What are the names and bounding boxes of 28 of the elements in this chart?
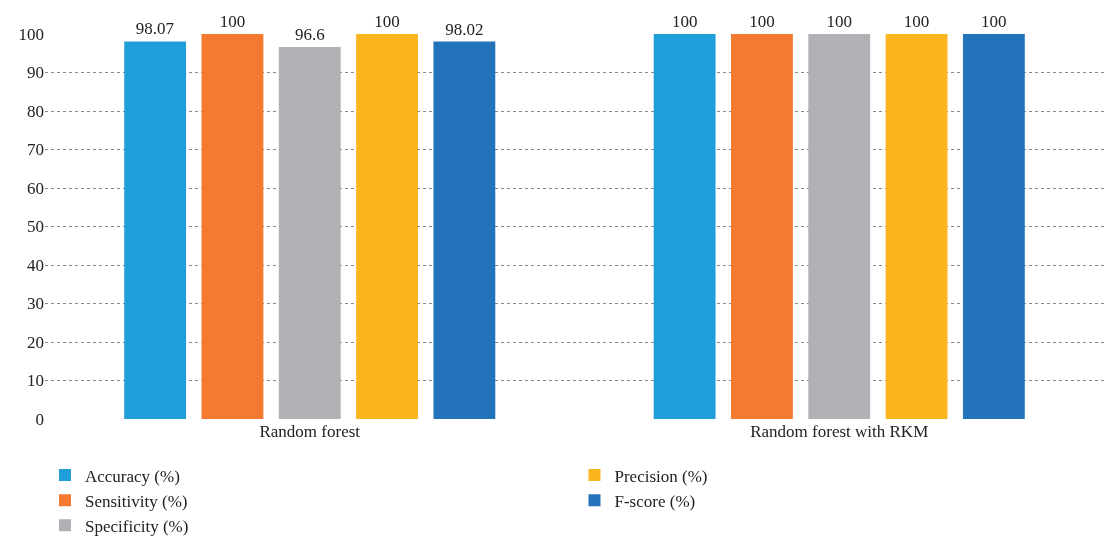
legend-label: F-score (%) [614,491,696,511]
data-label: 100 [826,12,852,31]
data-label: 96.6 [294,25,325,45]
y-tick-label: 30 [27,294,44,314]
legend-label: Accuracy (%) [85,466,180,486]
data-label: 98.02 [445,19,484,39]
y-tick-label: 100 [18,24,44,44]
y-tick-label: 50 [27,217,44,237]
data-label: 100 [219,12,246,31]
y-tick-label: 20 [27,332,44,352]
y-tick-label: 90 [27,63,44,83]
data-label: 100 [903,12,930,31]
legend-label: Precision (%) [614,466,708,486]
x-tick-label: Random forest with RKM [750,422,929,441]
y-tick-label: 70 [27,140,44,160]
data-label: 100 [671,12,698,31]
data-label: 100 [981,12,1007,31]
data-label: 100 [374,12,400,31]
y-tick-label: 10 [27,371,44,391]
legend-label: Specificity (%) [85,516,189,536]
y-tick-label: 60 [27,178,44,198]
y-tick-label: 0 [35,409,44,429]
data-label: 98.07 [135,19,175,39]
y-tick-label: 40 [27,255,44,275]
legend-label: Sensitivity (%) [85,491,188,511]
y-tick-label: 80 [27,101,44,121]
x-tick-label: Random forest [259,422,361,441]
data-label: 100 [749,12,775,31]
